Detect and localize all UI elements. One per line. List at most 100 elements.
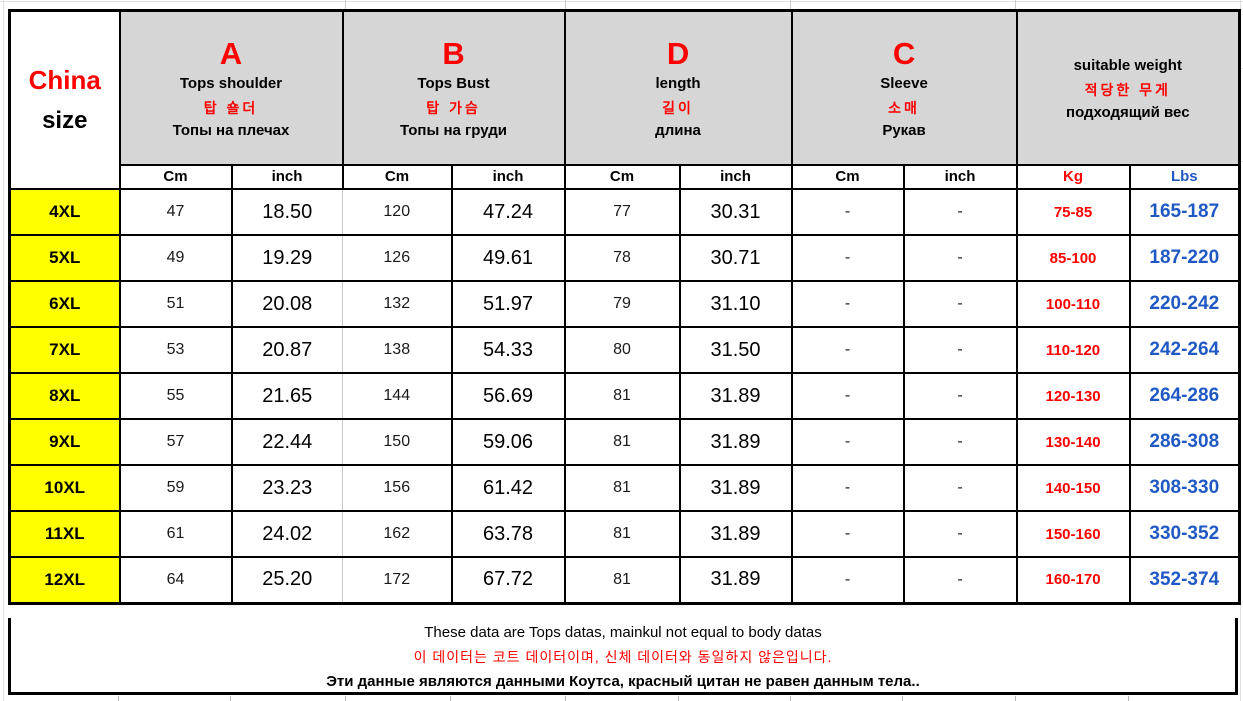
group-name-ru: Рукав xyxy=(882,121,926,139)
gridline xyxy=(902,696,903,701)
gridline xyxy=(790,0,791,9)
cell-kg: 140-150 xyxy=(1015,464,1131,512)
cell-c-cm: - xyxy=(790,372,905,420)
size-label: 9XL xyxy=(8,418,121,466)
cell-b-inch: 59.06 xyxy=(450,418,566,466)
table-row: 6XL 51 20.08 132 51.97 79 31.10- -100-110 220-24… xyxy=(8,280,1241,328)
cell-d-cm: 81 xyxy=(563,556,681,604)
cell-c-cm: - xyxy=(790,418,905,466)
cell-kg: 100-110 xyxy=(1015,280,1131,328)
cell-lbs: 330-352 xyxy=(1128,510,1241,558)
group-name-en: Tops Bust xyxy=(417,75,490,93)
gridline xyxy=(345,0,346,9)
group-name-en: length xyxy=(655,75,701,93)
unit-header-inch: inch xyxy=(902,164,1018,190)
cell-d-inch: 31.50 xyxy=(678,326,793,374)
group-name-ko: 탑 가슴 xyxy=(426,99,481,116)
cell-a-inch: 25.20 xyxy=(230,556,343,604)
cell-c-cm: - xyxy=(790,280,905,328)
unit-header-inch: inch xyxy=(230,164,344,190)
note-korean: 이 데이터는 코트 데이터이며, 신체 데이터와 동일하지 않은입니다. xyxy=(413,649,833,665)
table-row: 7XL 53 20.87 138 54.33 80 31.50- -110-120 242-26… xyxy=(8,326,1241,374)
cell-d-inch: 31.89 xyxy=(678,510,793,558)
table-row: 5XL 49 19.29 126 49.61 78 30.71- -85-100 187-220 xyxy=(8,234,1241,282)
unit-header-row: Cm inch Cm inch Cm inch Cm inch Kg Lbs xyxy=(10,164,1241,190)
cell-kg: 75-85 xyxy=(1015,188,1131,236)
group-letter: D xyxy=(666,35,690,71)
cell-b-cm: 138 xyxy=(342,326,453,374)
cell-kg: 160-170 xyxy=(1015,556,1131,604)
cell-a-inch: 24.02 xyxy=(230,510,343,558)
group-name-ko: 적당한 무게 xyxy=(1084,81,1171,98)
cell-b-inch: 47.24 xyxy=(450,188,566,236)
cell-b-inch: 63.78 xyxy=(450,510,566,558)
cell-c-inch: - xyxy=(902,280,1018,328)
table-row: 12XL 64 25.20 172 67.72 81 31.89- -160-170 352-3… xyxy=(8,556,1241,604)
gridline xyxy=(565,0,566,9)
cell-b-cm: 156 xyxy=(342,464,453,512)
cell-c-inch: - xyxy=(902,234,1018,282)
cell-a-cm: 49 xyxy=(118,234,233,282)
cell-d-cm: 79 xyxy=(563,280,681,328)
unit-header-lbs: Lbs xyxy=(1128,164,1241,190)
cell-a-cm: 57 xyxy=(118,418,233,466)
cell-b-inch: 67.72 xyxy=(450,556,566,604)
cell-b-cm: 120 xyxy=(342,188,453,236)
cell-a-cm: 55 xyxy=(118,372,233,420)
cell-kg: 120-130 xyxy=(1015,372,1131,420)
cell-a-cm: 51 xyxy=(118,280,233,328)
size-label: 8XL xyxy=(8,372,121,420)
group-letter: C xyxy=(892,35,916,71)
cell-b-cm: 162 xyxy=(342,510,453,558)
size-label: 10XL xyxy=(8,464,121,512)
group-name-ko: 소매 xyxy=(888,99,920,116)
china-size-cell: China size xyxy=(8,9,121,190)
size-label: 11XL xyxy=(8,510,121,558)
cell-c-inch: - xyxy=(902,510,1018,558)
cell-d-cm: 78 xyxy=(563,234,681,282)
cell-a-cm: 53 xyxy=(118,326,233,374)
cell-a-cm: 64 xyxy=(118,556,233,604)
cell-d-inch: 31.89 xyxy=(678,418,793,466)
cell-c-inch: - xyxy=(902,418,1018,466)
cell-lbs: 220-242 xyxy=(1128,280,1241,328)
cell-kg: 85-100 xyxy=(1015,234,1131,282)
cell-a-inch: 19.29 xyxy=(230,234,343,282)
cell-c-cm: - xyxy=(790,234,905,282)
cell-d-inch: 31.10 xyxy=(678,280,793,328)
table-row: 9XL 57 22.44 150 59.06 81 31.89- -130-140 286-30… xyxy=(8,418,1241,466)
cell-b-inch: 54.33 xyxy=(450,326,566,374)
cell-d-cm: 81 xyxy=(563,418,681,466)
cell-d-cm: 81 xyxy=(563,372,681,420)
unit-header-cm: Cm xyxy=(341,164,453,190)
cell-c-inch: - xyxy=(902,326,1018,374)
gridline xyxy=(678,696,679,701)
gridline xyxy=(565,696,566,701)
cell-a-cm: 59 xyxy=(118,464,233,512)
cell-lbs: 242-264 xyxy=(1128,326,1241,374)
cell-lbs: 286-308 xyxy=(1128,418,1241,466)
cell-b-inch: 56.69 xyxy=(450,372,566,420)
cell-a-inch: 21.65 xyxy=(230,372,343,420)
china-label: China xyxy=(28,64,101,95)
gridline xyxy=(1015,696,1016,701)
group-name-en: suitable weight xyxy=(1073,57,1182,75)
gridline xyxy=(118,696,119,701)
gridline xyxy=(450,696,451,701)
size-label: 6XL xyxy=(8,280,121,328)
cell-b-cm: 126 xyxy=(342,234,453,282)
size-label: 7XL xyxy=(8,326,121,374)
note-russian: Эти данные являются данными Коутса, крас… xyxy=(326,673,920,690)
cell-b-cm: 150 xyxy=(342,418,453,466)
group-header-row: China size A Tops shoulder 탑 숄더 Топы на пле… xyxy=(8,9,1241,190)
cell-a-inch: 23.23 xyxy=(230,464,343,512)
cell-c-cm: - xyxy=(790,510,905,558)
cell-lbs: 308-330 xyxy=(1128,464,1241,512)
unit-header-inch: inch xyxy=(450,164,566,190)
cell-d-inch: 31.89 xyxy=(678,372,793,420)
group-name-ko: 길이 xyxy=(662,99,694,116)
column-group-a: A Tops shoulder 탑 숄더 Топы на плечах xyxy=(118,9,344,166)
table-row: 8XL 55 21.65 144 56.69 81 31.89- -120-130 264-28… xyxy=(8,372,1241,420)
cell-d-cm: 81 xyxy=(563,464,681,512)
